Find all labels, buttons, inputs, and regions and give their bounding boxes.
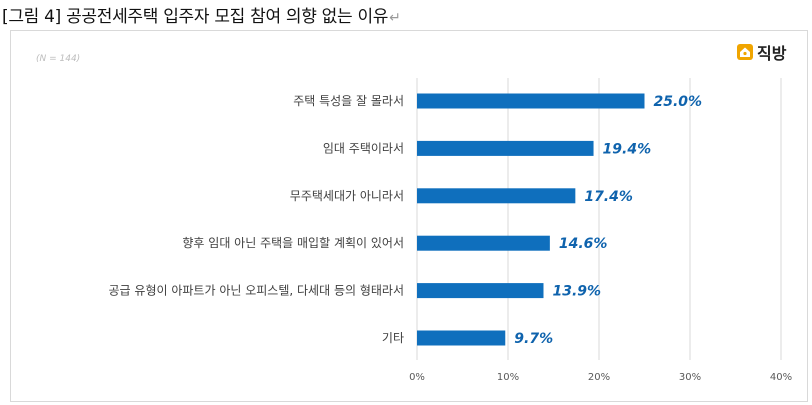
x-tick-label: 10% bbox=[497, 372, 519, 383]
data-label: 14.6% bbox=[559, 236, 608, 252]
data-label: 25.0% bbox=[654, 94, 703, 110]
document-title: [그림 4] 공공전세주택 입주자 모집 참여 의향 없는 이유↵ bbox=[2, 2, 401, 27]
home-logo-icon bbox=[737, 44, 753, 60]
sample-size-note: (N = 144) bbox=[36, 54, 81, 64]
data-label: 17.4% bbox=[584, 189, 633, 205]
bar bbox=[417, 235, 550, 251]
bar bbox=[417, 93, 645, 109]
category-label: 기타 bbox=[382, 331, 404, 345]
title-text: [그림 4] 공공전세주택 입주자 모집 참여 의향 없는 이유 bbox=[2, 7, 389, 27]
x-tick-label: 40% bbox=[770, 372, 792, 383]
category-label: 주택 특성을 잘 몰라서 bbox=[293, 94, 404, 108]
paragraph-return-mark: ↵ bbox=[389, 10, 401, 26]
zigbang-logo: 직방 bbox=[736, 40, 786, 64]
data-label: 9.7% bbox=[514, 331, 553, 347]
category-label: 공급 유형이 아파트가 아닌 오피스텔, 다세대 등의 형태라서 bbox=[109, 284, 404, 298]
chart-frame bbox=[10, 30, 808, 402]
bar bbox=[417, 330, 506, 346]
bar bbox=[417, 188, 576, 204]
data-label: 13.9% bbox=[552, 284, 601, 300]
x-tick-label: 20% bbox=[588, 372, 610, 383]
category-label: 향후 임대 아닌 주택을 매입할 계획이 있어서 bbox=[182, 236, 404, 250]
bar bbox=[417, 283, 544, 299]
bar bbox=[417, 140, 594, 156]
category-label: 무주택세대가 아니라서 bbox=[290, 189, 404, 203]
x-tick-label: 30% bbox=[679, 372, 701, 383]
data-label: 19.4% bbox=[603, 141, 652, 157]
logo-text: 직방 bbox=[757, 44, 787, 63]
x-tick-label: 0% bbox=[409, 372, 425, 383]
category-label: 임대 주택이라서 bbox=[323, 141, 404, 155]
